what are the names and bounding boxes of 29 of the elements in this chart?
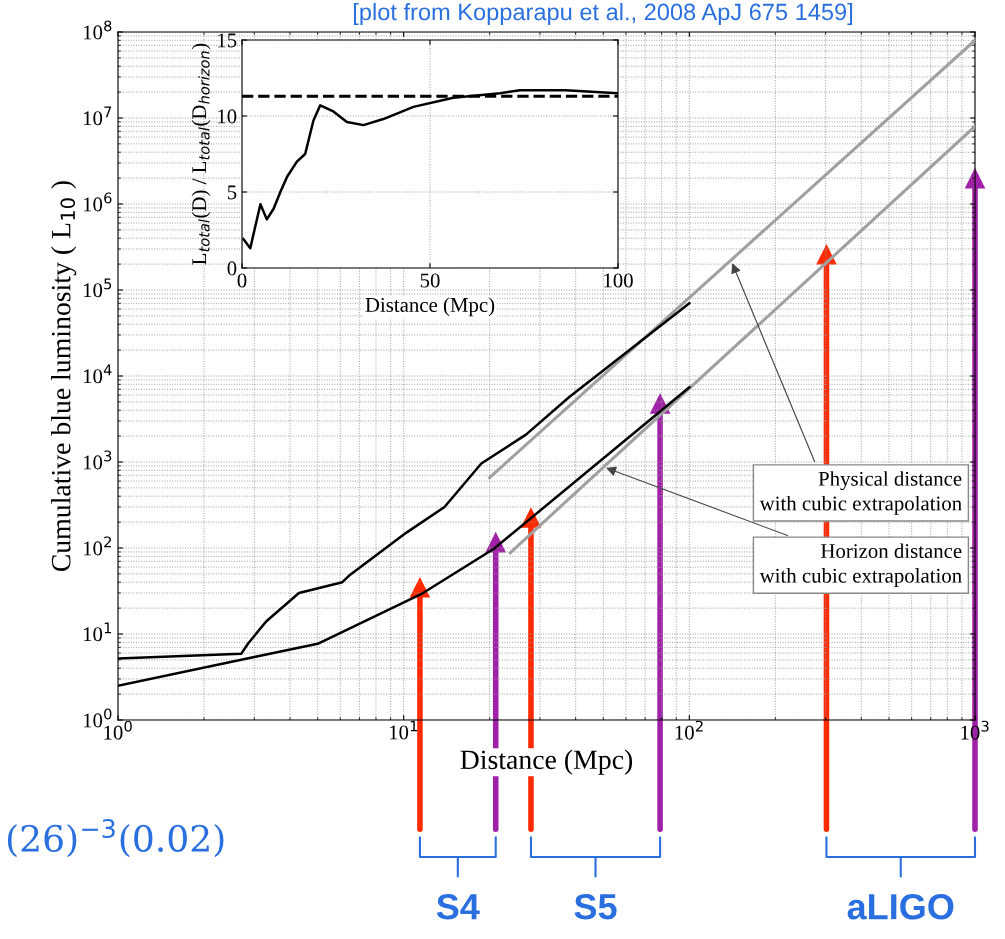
y-tick-label: 10$^{1}$ xyxy=(83,622,112,642)
y-tick-label: 10 xyxy=(218,109,237,124)
y-axis-title: L$_{total}$(D) / L$_{total}$(D$_{horizon}$) xyxy=(191,43,211,265)
x-axis-title: Distance (Mpc) xyxy=(365,297,495,317)
text: S5 xyxy=(574,893,617,920)
annotation: Horizon distance with cubic extrapolation xyxy=(759,543,962,587)
y-tick-label: 10$^{3}$ xyxy=(83,450,112,470)
y-tick-label: 10$^{2}$ xyxy=(83,536,111,556)
y-tick-label: 10$^{4}$ xyxy=(83,364,112,384)
y-tick-label: 5 xyxy=(227,185,237,200)
x-tick-label: 0 xyxy=(237,273,247,288)
y-tick-label: 0 xyxy=(227,261,237,276)
x-tick-label: 100 xyxy=(604,273,633,288)
text: (26)$^{−3}$(0.02) xyxy=(7,818,224,858)
text: S4 xyxy=(436,893,480,920)
x-tick-label: 10$^{0}$ xyxy=(104,720,132,740)
y-tick-label: 10$^{7}$ xyxy=(83,106,112,126)
annotation: Physical distance with cubic extrapolation xyxy=(759,471,962,515)
x-tick-label: 50 xyxy=(420,273,440,288)
y-tick-label: 10$^{5}$ xyxy=(83,278,112,298)
y-tick-label: 10$^{8}$ xyxy=(83,20,112,40)
y-tick-label: 15 xyxy=(218,33,237,48)
x-axis-title: Distance (Mpc) xyxy=(460,749,633,775)
text: [plot from Kopparapu et al., 2008 ApJ 675 1459] xyxy=(353,3,853,25)
y-tick-label: 10$^{6}$ xyxy=(83,192,112,212)
x-tick-label: 10$^{1}$ xyxy=(389,720,418,740)
text: aLIGO xyxy=(847,893,954,920)
x-tick-label: 10$^{2}$ xyxy=(675,720,703,740)
y-axis-title: Cumulative blue luminosity ( L$_{10}$ ) xyxy=(50,181,77,572)
